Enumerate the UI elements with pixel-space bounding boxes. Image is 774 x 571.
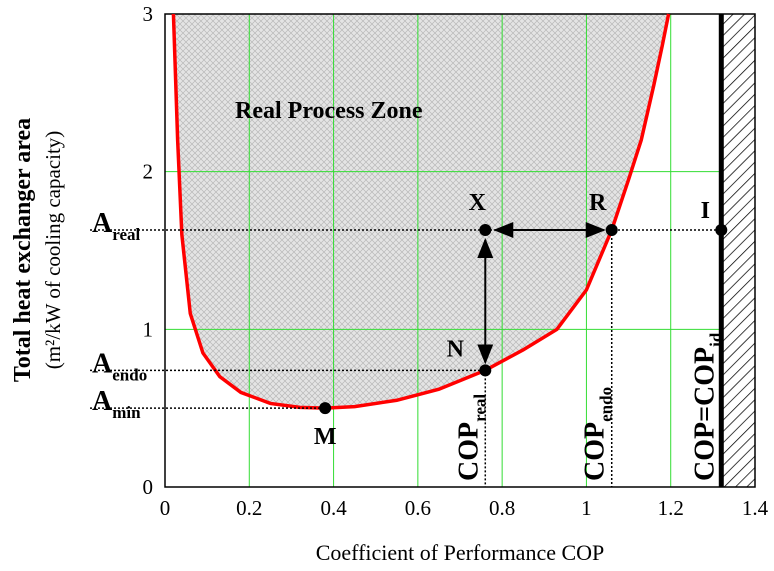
x-tick-label: 0 [160, 496, 171, 520]
cop-label-main: COP=COP [689, 347, 720, 481]
x-tick-label: 0.2 [236, 496, 262, 520]
level-label-sub: real [112, 225, 140, 244]
point-label: M [314, 424, 337, 450]
y-axis-label: (m²/kW of cooling capacity) [41, 131, 65, 370]
cop-label-sub: id [706, 332, 725, 347]
level-label: Areal [92, 208, 141, 244]
cop-label: COP=COPid [689, 332, 725, 481]
point-label: I [701, 198, 710, 224]
point [715, 224, 728, 237]
real-process-zone [173, 14, 669, 409]
level-label-sub: min [112, 403, 141, 422]
cop-label: COPendo [580, 387, 616, 481]
impossible-zone [721, 14, 755, 487]
point [605, 224, 618, 237]
level-label-main: A [92, 208, 113, 239]
x-tick-label: 0.8 [489, 496, 515, 520]
y-axis-label: Total heat exchanger area [10, 118, 36, 382]
level-label-main: A [92, 386, 113, 417]
level-label-sub: endo [112, 365, 147, 384]
y-tick-label: 0 [143, 475, 154, 499]
y-tick-label: 1 [143, 317, 154, 341]
point-label: N [447, 336, 465, 362]
x-tick-label: 1 [581, 496, 592, 520]
x-tick-label: 0.6 [405, 496, 431, 520]
annotation: Real Process Zone [235, 98, 423, 124]
cop-label-sub: endo [597, 387, 616, 422]
x-tick-label: 1.4 [742, 496, 769, 520]
cop-label-main: COP [453, 422, 484, 481]
level-label: Amin [92, 386, 141, 422]
point [319, 402, 332, 415]
y-tick-label: 3 [143, 2, 154, 26]
point [479, 224, 492, 237]
level-label: Aendo [92, 348, 147, 384]
x-axis-label: Coefficient of Performance COP [316, 540, 605, 565]
y-tick-label: 2 [143, 160, 154, 184]
x-tick-label: 0.4 [320, 496, 347, 520]
x-tick-label: 1.2 [658, 496, 684, 520]
curve [171, 13, 671, 410]
cop-label: COPreal [453, 394, 489, 481]
point-label: R [589, 190, 607, 216]
plot-frame [164, 13, 756, 488]
cop-label-sub: real [470, 394, 489, 422]
point [479, 364, 492, 377]
cop-label-main: COP [580, 422, 611, 481]
point-label: X [469, 190, 487, 216]
level-label-main: A [92, 348, 113, 379]
